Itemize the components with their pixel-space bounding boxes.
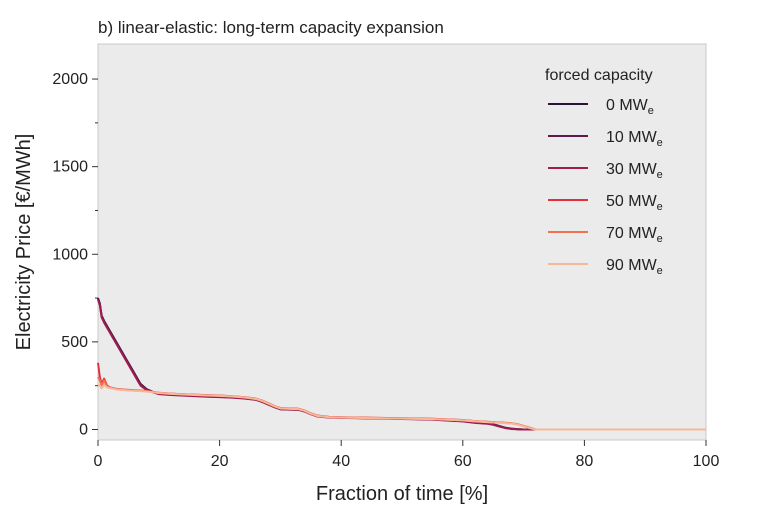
legend-title: forced capacity <box>545 67 653 84</box>
y-tick-label: 1000 <box>52 246 88 263</box>
y-tick-label: 500 <box>61 334 88 351</box>
legend-entry: 50 MWe <box>606 193 663 213</box>
x-tick-label: 20 <box>211 453 229 470</box>
legend-entry: 30 MWe <box>606 161 663 181</box>
y-tick-label: 0 <box>79 421 88 438</box>
legend-entry-label: 50 MW <box>606 193 658 210</box>
legend-entry-subscript: e <box>648 105 654 117</box>
legend-entry-subscript: e <box>657 201 663 213</box>
legend-entry: 10 MWe <box>606 129 663 149</box>
chart-title: b) linear-elastic: long-term capacity ex… <box>98 18 444 37</box>
x-tick-label: 100 <box>693 453 720 470</box>
series-line-5 <box>97 383 706 431</box>
y-tick-label: 1500 <box>52 159 88 176</box>
x-axis-label: Fraction of time [%] <box>316 483 488 505</box>
x-tick-label: 0 <box>94 453 103 470</box>
legend-entry-label: 10 MW <box>606 129 658 146</box>
x-tick-label: 80 <box>576 453 594 470</box>
legend-entry-label: 30 MW <box>606 161 658 178</box>
y-axis-ticks: 0 500 1000 1500 2000 <box>52 71 98 438</box>
legend-entry-label: 0 MW <box>606 97 649 114</box>
y-tick-label: 2000 <box>52 71 88 88</box>
legend-entry-subscript: e <box>657 265 663 277</box>
legend-entry-label: 90 MW <box>606 257 658 274</box>
legend-entry-label: 70 MW <box>606 225 658 242</box>
x-tick-label: 60 <box>454 453 472 470</box>
x-axis-ticks: 0 20 40 60 80 100 <box>94 440 720 470</box>
x-tick-label: 40 <box>332 453 350 470</box>
legend-entry-subscript: e <box>657 137 663 149</box>
series-lines <box>97 297 706 431</box>
legend-entry: 90 MWe <box>606 257 663 277</box>
legend-entry: 0 MWe <box>606 97 654 117</box>
legend-entry-subscript: e <box>657 169 663 181</box>
plot-area <box>97 43 707 441</box>
legend-entry: 70 MWe <box>606 225 663 245</box>
y-axis-label: Electricity Price [€/MWh] <box>13 134 35 351</box>
legend-entry-subscript: e <box>657 233 663 245</box>
